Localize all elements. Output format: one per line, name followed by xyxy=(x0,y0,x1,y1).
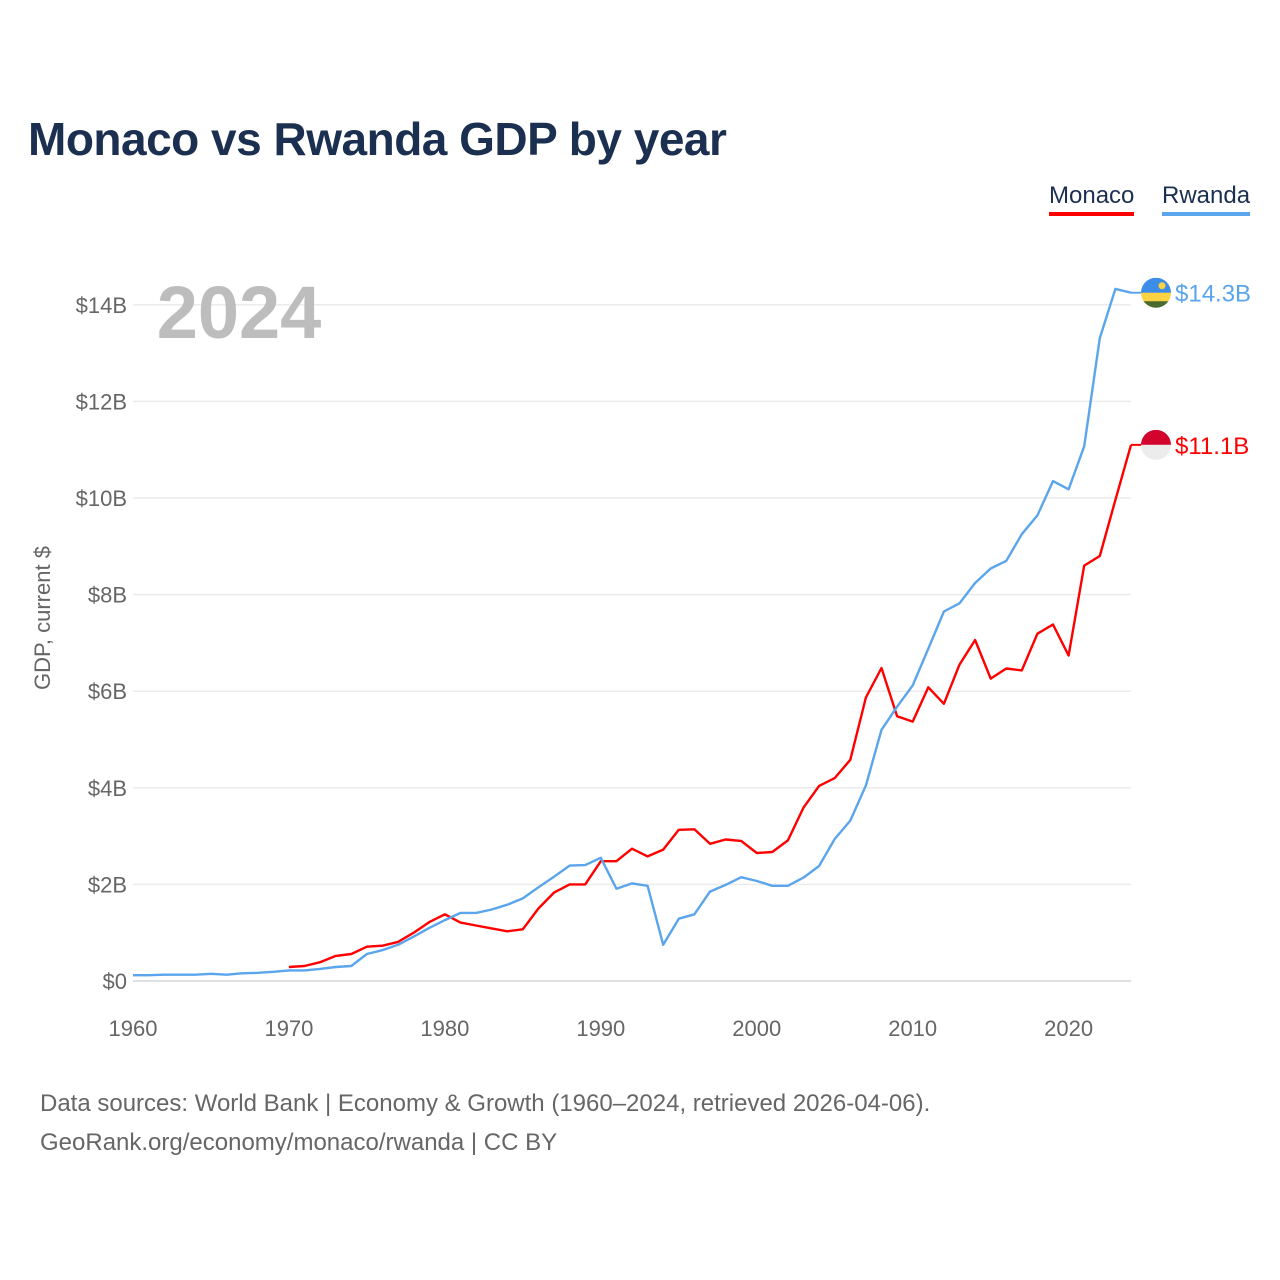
flag-stripe-yellow xyxy=(1141,292,1171,303)
end-value-label: $14.3B xyxy=(1175,281,1251,308)
flag-stripe-white xyxy=(1141,444,1171,460)
y-tick-label: $10B xyxy=(76,486,127,511)
y-tick-label: $4B xyxy=(88,776,127,801)
flag-stripes xyxy=(1141,429,1171,460)
chart-title: Monaco vs Rwanda GDP by year xyxy=(28,113,727,165)
series-line-rwanda xyxy=(133,287,1132,977)
x-tick-label: 2020 xyxy=(1044,1016,1093,1041)
flag-rwanda-icon xyxy=(1141,277,1171,308)
x-tick-label: 1990 xyxy=(576,1016,625,1041)
source-note: Data sources: World Bank | Economy & Gro… xyxy=(40,1084,930,1162)
x-tick-label: 2000 xyxy=(732,1016,781,1041)
y-tick-label: $2B xyxy=(88,872,127,897)
flag-stripes xyxy=(1141,277,1171,308)
y-tick-label: $0 xyxy=(103,969,127,994)
source-line-1: Data sources: World Bank | Economy & Gro… xyxy=(40,1090,931,1117)
source-line-2[interactable]: GeoRank.org/economy/monaco/rwanda | CC B… xyxy=(40,1129,558,1156)
y-tick-label: $8B xyxy=(88,583,127,608)
legend-rwanda[interactable]: Rwanda xyxy=(1162,182,1251,216)
legend-monaco[interactable]: Monaco xyxy=(1049,182,1135,216)
flag-sun-icon xyxy=(1158,282,1166,290)
x-tick-label: 1970 xyxy=(264,1016,313,1041)
flag-stripe-blue xyxy=(1141,277,1171,294)
y-tick-label: $6B xyxy=(88,679,127,704)
y-axis-label: GDP, current $ xyxy=(30,546,55,690)
flag-monaco-icon xyxy=(1141,429,1171,460)
series-line-monaco xyxy=(288,444,1133,969)
x-tick-label: 1960 xyxy=(109,1016,158,1041)
x-tick-label: 2010 xyxy=(888,1016,937,1041)
y-tick-label: $14B xyxy=(76,293,127,318)
flag-stripe-red xyxy=(1141,429,1171,445)
x-tick-label: 1980 xyxy=(420,1016,469,1041)
y-tick-label: $12B xyxy=(76,389,127,414)
year-watermark: 2024 xyxy=(157,271,322,354)
end-value-label: $11.1B xyxy=(1175,433,1249,460)
flag-stripe-green xyxy=(1141,301,1171,308)
